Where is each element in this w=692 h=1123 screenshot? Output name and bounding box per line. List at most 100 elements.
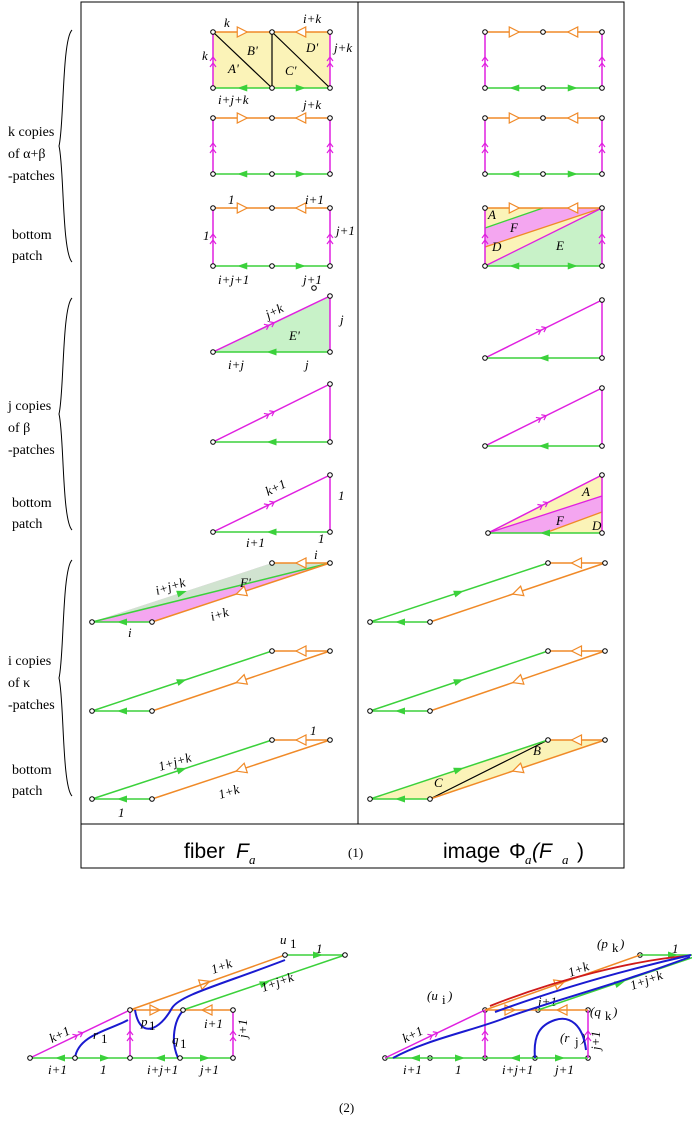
caption-fiber-symbol: F: [236, 840, 250, 863]
orange-open-arrow: [566, 112, 579, 124]
label: F': [239, 575, 251, 590]
label: i: [314, 547, 318, 562]
vertex: [327, 648, 333, 654]
vertex: [367, 708, 373, 714]
magenta-double-arrow: [598, 142, 606, 148]
side-label: bottom: [12, 228, 52, 243]
caption-phi-subscript: a: [525, 852, 532, 867]
curve-pk-red: [489, 955, 688, 1007]
label: E: [555, 238, 564, 253]
label: k+1: [47, 1023, 72, 1046]
label: 1: [101, 1031, 108, 1046]
magenta-double-arrow: [535, 328, 542, 336]
vertex: [602, 648, 608, 654]
label: (p: [597, 936, 608, 951]
right-k-patch-2: [484, 117, 603, 175]
side-label: patch: [12, 517, 42, 532]
right-i-bottom-patch: [369, 739, 606, 800]
green-arrow: [295, 170, 306, 178]
long-orange: [129, 954, 286, 1011]
brace: [58, 297, 73, 531]
green-arrow: [237, 262, 248, 270]
brace: [58, 559, 73, 797]
vertex: [599, 385, 605, 391]
vertex: [599, 29, 605, 35]
vertex: [327, 29, 333, 35]
label: i: [442, 992, 446, 1007]
label: i+j+k: [218, 92, 249, 107]
label: 1: [338, 488, 345, 503]
green-arrow: [453, 679, 464, 686]
left-k-bottom-patch: [212, 207, 331, 267]
orange-open-arrow: [566, 26, 579, 38]
vertex: [602, 737, 608, 743]
vertex: [327, 115, 333, 121]
green-arrow: [540, 529, 550, 537]
label: i: [128, 625, 132, 640]
vertex: [545, 648, 551, 654]
magenta-double-arrow: [598, 56, 606, 62]
side-label: patch: [12, 784, 42, 799]
right-j-patch-1: [484, 299, 603, 359]
magenta-double-arrow: [269, 410, 276, 417]
label: 1: [455, 1062, 462, 1077]
vertex: [89, 708, 95, 714]
left-k-patch-2: [212, 117, 331, 175]
label: q: [172, 1032, 179, 1047]
caption-phi: Φ: [509, 840, 526, 863]
green-arrow: [509, 84, 520, 92]
right-j-patch-2: [484, 387, 603, 447]
figure-number-2: (2): [339, 1100, 354, 1115]
side-label: -patches: [8, 443, 55, 458]
side-label: i copies: [8, 654, 51, 669]
vertex: [149, 708, 155, 714]
curve-ui: [392, 956, 691, 1059]
right-i-patch-1: [369, 562, 606, 623]
label: j: [303, 357, 309, 372]
magenta-double-arrow: [535, 416, 542, 424]
label: D: [591, 518, 602, 533]
vertex: [327, 263, 333, 269]
green-arrow: [567, 170, 578, 178]
magenta-double-arrow: [269, 500, 276, 507]
vertex: [482, 443, 488, 449]
vertex: [327, 472, 333, 478]
vertex: [342, 952, 348, 958]
label: k: [202, 48, 208, 63]
green-arrow: [538, 442, 549, 450]
label: k+1: [400, 1023, 425, 1046]
label: ): [619, 936, 624, 951]
orange-open-arrow: [570, 557, 583, 569]
vertex: [599, 171, 605, 177]
vertex: [127, 1055, 133, 1061]
orange-open-arrow: [511, 585, 525, 597]
vertex: [540, 115, 546, 121]
label: i+j+1: [147, 1062, 178, 1077]
side-labels: k copies of α+β -patches bottom patch j copie…: [7, 29, 73, 799]
vertex: [599, 263, 605, 269]
label: D: [491, 239, 502, 254]
caption-fiber-subscript: a: [249, 852, 256, 867]
vertex: [269, 737, 275, 743]
label: i+k: [208, 604, 230, 624]
magenta-double-arrow: [541, 326, 548, 333]
hyp-edge: [384, 1009, 486, 1059]
vertex: [327, 737, 333, 743]
vertex: [599, 530, 605, 536]
label: j: [338, 312, 344, 327]
orange-open-arrow: [570, 645, 583, 657]
figure-2-left: [29, 954, 346, 1059]
vertex: [282, 952, 288, 958]
magenta-double-arrow: [269, 321, 276, 328]
orange-open-arrow: [570, 734, 583, 746]
green-arrow: [509, 170, 520, 178]
label: 1: [100, 1062, 107, 1077]
caption-image-arg-sub: a: [562, 852, 569, 867]
magenta-double-arrow: [481, 142, 489, 148]
vertex: [482, 115, 488, 121]
magenta-double-arrow: [209, 148, 217, 154]
vertex: [545, 737, 551, 743]
magenta-double-arrow: [209, 142, 217, 148]
